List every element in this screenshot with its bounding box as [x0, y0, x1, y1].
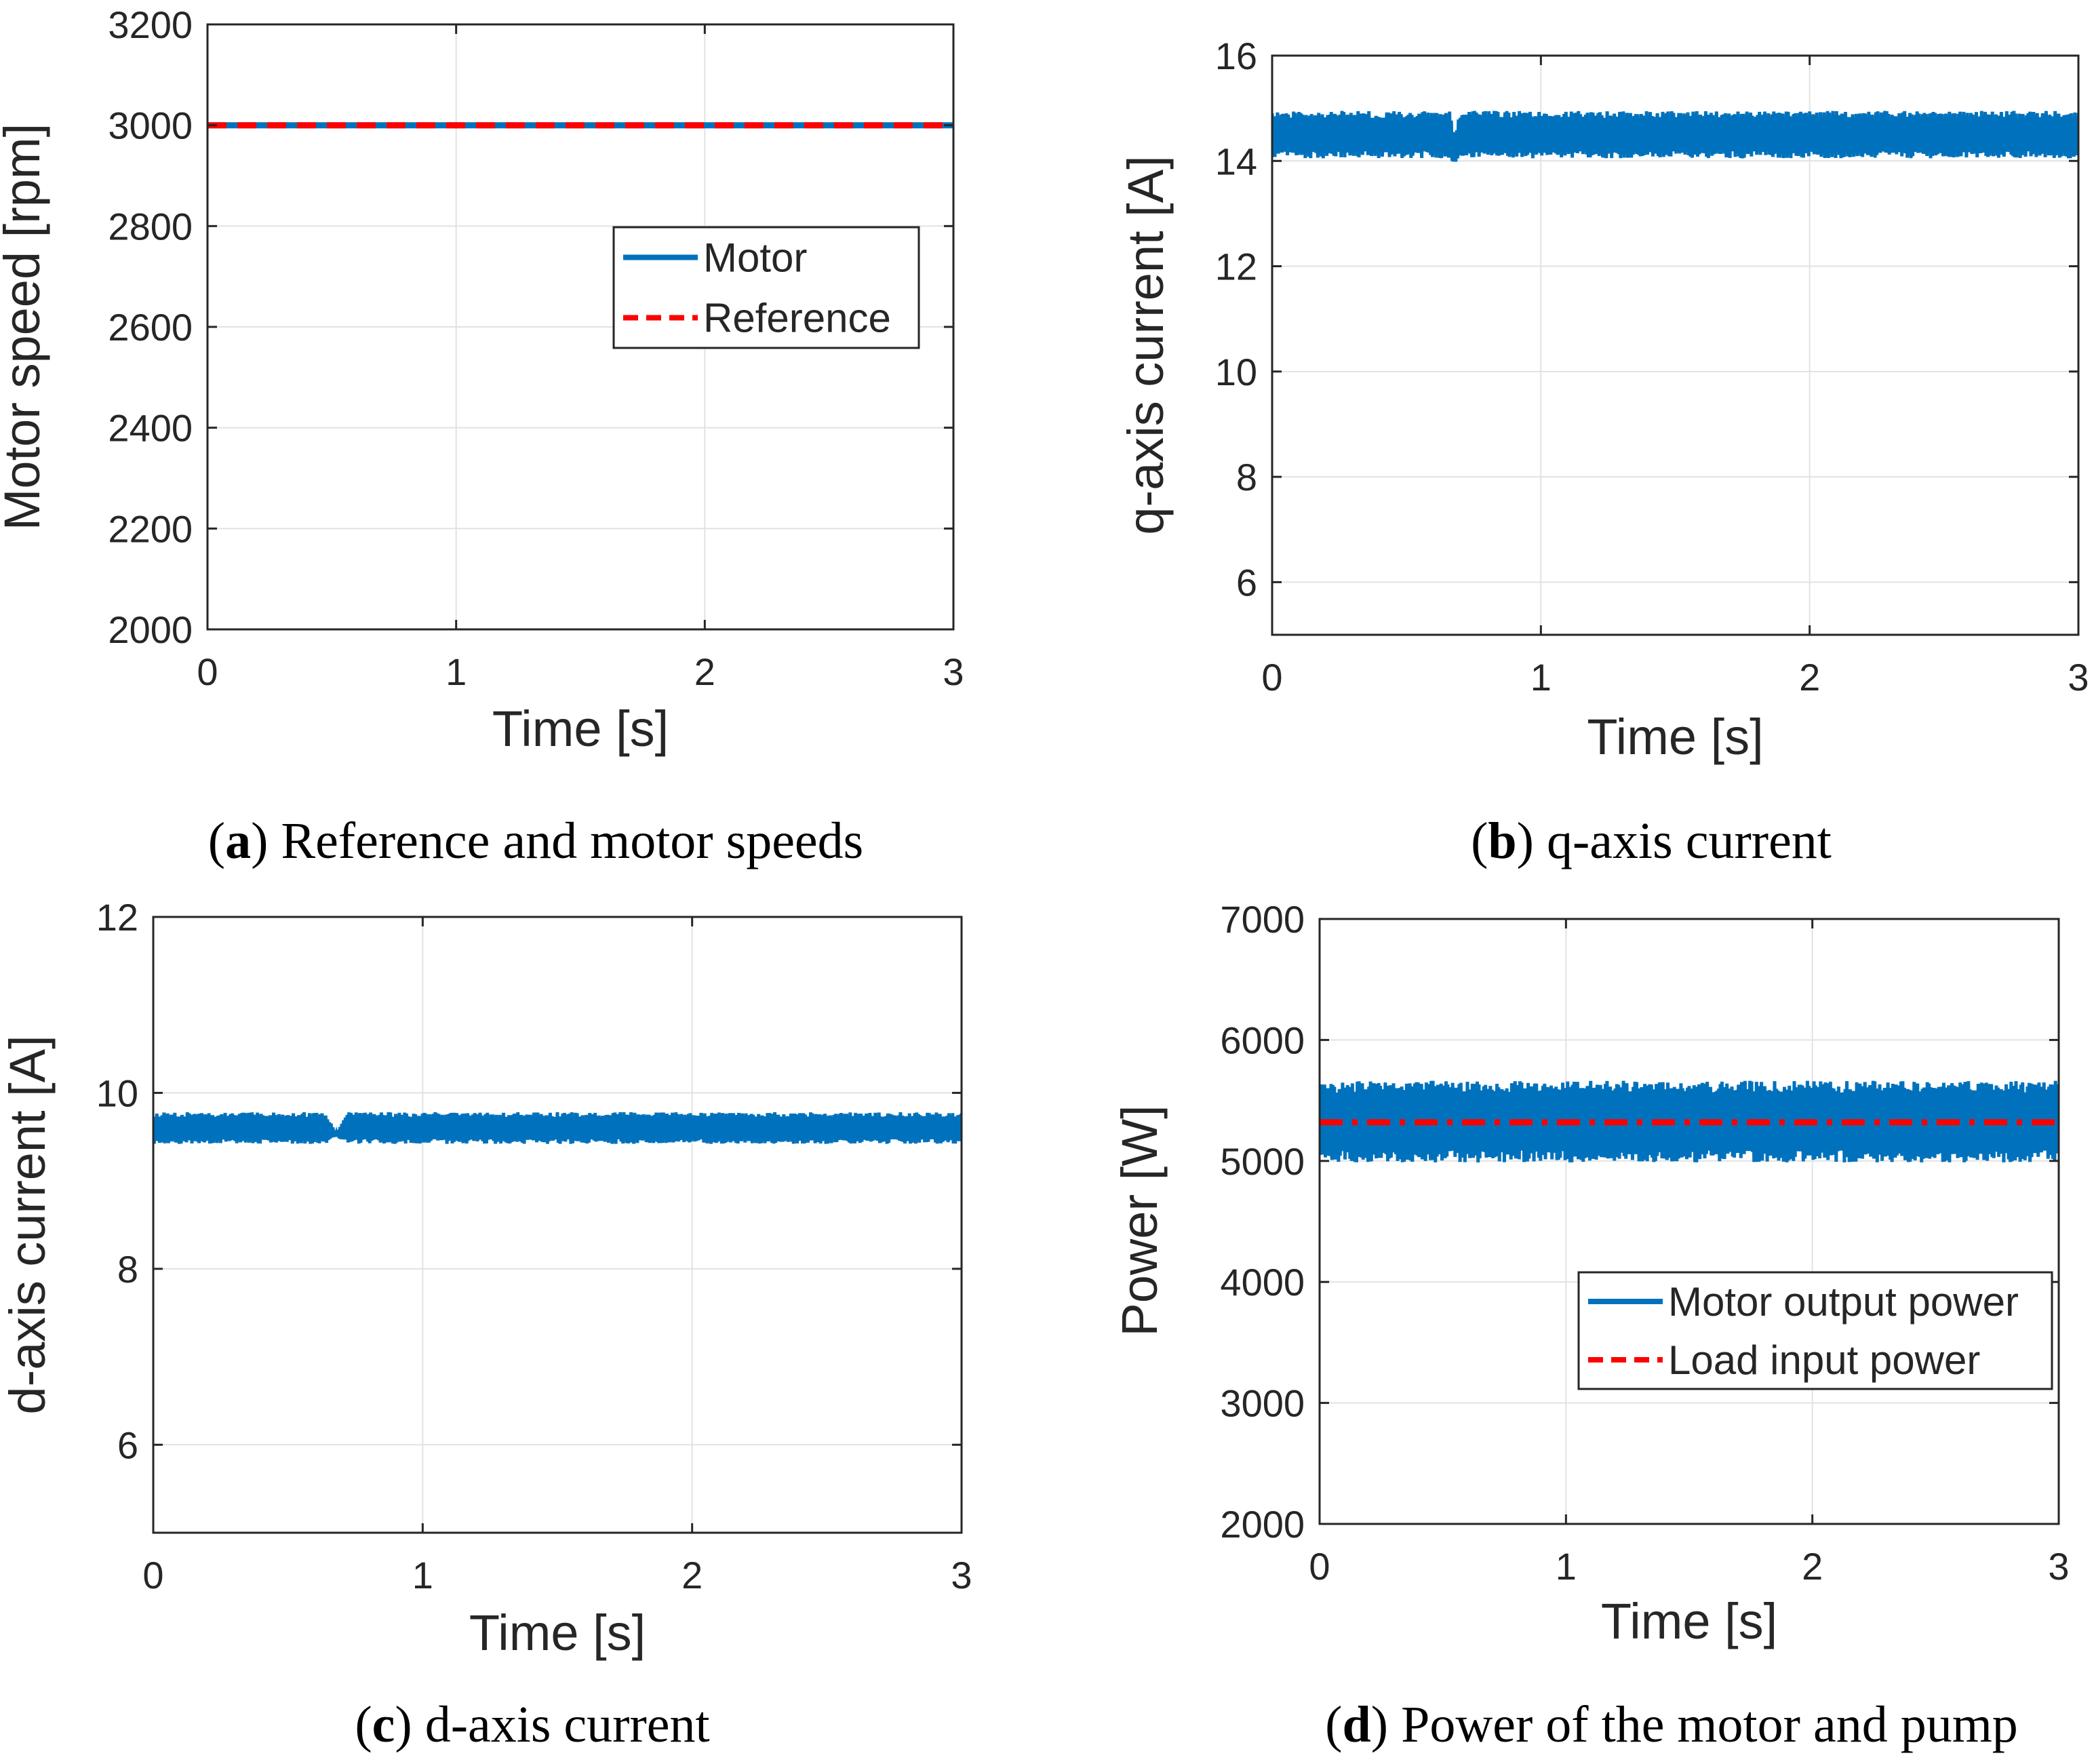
y-tick-label: 2600	[108, 306, 193, 349]
y-tick-label: 6	[117, 1424, 138, 1466]
axes-frame	[1271, 54, 2080, 636]
axes-frame	[1318, 918, 2060, 1525]
y-tick-label: 6	[1236, 561, 1257, 604]
y-tick-label: 16	[1215, 35, 1257, 77]
legend-box	[1577, 1271, 2053, 1390]
x-tick-label: 0	[1309, 1545, 1330, 1588]
y-tick-label: 7000	[1220, 898, 1305, 941]
legend-entry: Load input power	[1668, 1337, 1980, 1383]
y-tick-label: 3200	[108, 3, 193, 46]
y-tick-label: 12	[1215, 246, 1257, 288]
y-tick-label: 8	[117, 1248, 138, 1291]
panel-a: 0 1 2 3 2000 2200 2400 2600 2800 3000 3200 Time [s]…	[0, 3, 964, 869]
y-tick-label: 3000	[108, 104, 193, 147]
y-axis-label: d-axis current [A]	[0, 1035, 56, 1414]
y-tick-label: 14	[1215, 140, 1257, 182]
x-tick-label: 3	[943, 650, 964, 693]
y-tick-label: 6000	[1220, 1019, 1305, 1061]
y-tick-label: 4000	[1220, 1261, 1305, 1304]
legend: Motor Reference	[612, 226, 920, 349]
x-tick-label: 2	[681, 1554, 703, 1596]
x-axis-label: Time [s]	[1601, 1593, 1777, 1649]
panel-caption: (b) q-axis current	[1471, 812, 1832, 869]
panel-caption: (a) Reference and motor speeds	[208, 812, 863, 869]
x-tick-label: 0	[142, 1554, 163, 1596]
axes-frame	[152, 916, 963, 1534]
legend-entry: Motor output power	[1668, 1279, 2019, 1325]
x-tick-label: 3	[2068, 656, 2089, 699]
plot-area	[1320, 919, 2059, 1524]
x-tick-label: 0	[197, 650, 218, 693]
x-tick-label: 2	[1802, 1545, 1823, 1588]
x-tick-label: 1	[1556, 1545, 1577, 1588]
y-axis-label: Power [W]	[1111, 1105, 1168, 1336]
plot-area	[153, 917, 962, 1533]
y-tick-label: 12	[96, 896, 138, 939]
legend-box	[612, 226, 920, 349]
panel-caption: (d) Power of the motor and pump	[1325, 1696, 2018, 1753]
x-axis-label: Time [s]	[492, 701, 669, 757]
series-group	[1320, 1080, 2059, 1163]
y-tick-label: 5000	[1220, 1140, 1305, 1183]
y-tick-label: 10	[96, 1072, 138, 1114]
x-axis-label: Time [s]	[469, 1605, 646, 1661]
x-tick-label: 1	[412, 1554, 433, 1596]
series-group	[1272, 111, 2078, 162]
series-line-0-band	[153, 1116, 962, 1139]
panel-caption: (c) d-axis current	[355, 1696, 709, 1753]
y-tick-label: 8	[1236, 456, 1257, 498]
series-motor-output-power	[1320, 1080, 2059, 1163]
y-tick-label: 2200	[108, 507, 193, 550]
x-tick-label: 2	[1799, 656, 1820, 699]
y-axis-label: Motor speed [rpm]	[0, 123, 50, 530]
x-tick-label: 1	[446, 650, 467, 693]
series-group	[153, 1112, 962, 1144]
y-tick-label: 2000	[1220, 1503, 1305, 1546]
x-tick-label: 0	[1261, 656, 1282, 699]
x-tick-label: 3	[2048, 1545, 2069, 1588]
y-tick-label: 2400	[108, 407, 193, 450]
x-tick-label: 2	[694, 650, 715, 693]
series-line-0-band	[1272, 117, 2078, 159]
legend-entry: Reference	[703, 296, 891, 341]
legend: Motor output power Load input power	[1577, 1271, 2053, 1390]
y-tick-label: 2000	[108, 608, 193, 651]
y-tick-label: 10	[1215, 351, 1257, 393]
x-tick-label: 3	[951, 1554, 972, 1596]
y-tick-label: 2800	[108, 205, 193, 248]
panel-d: 0 1 2 3 2000 3000 4000 5000 6000 7000 Time [s] Powe…	[1111, 898, 2070, 1753]
legend-entry: Motor	[703, 235, 807, 281]
y-axis-label: q-axis current [A]	[1118, 155, 1174, 534]
x-axis-label: Time [s]	[1587, 709, 1763, 765]
x-tick-label: 1	[1530, 656, 1552, 699]
y-tick-label: 3000	[1220, 1382, 1305, 1425]
